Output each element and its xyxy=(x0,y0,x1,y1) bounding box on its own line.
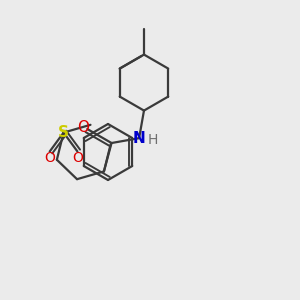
Text: O: O xyxy=(77,119,89,134)
Text: N: N xyxy=(133,131,146,146)
Text: O: O xyxy=(44,152,55,166)
Text: S: S xyxy=(58,125,69,140)
Text: H: H xyxy=(148,133,158,147)
Text: O: O xyxy=(72,152,83,166)
